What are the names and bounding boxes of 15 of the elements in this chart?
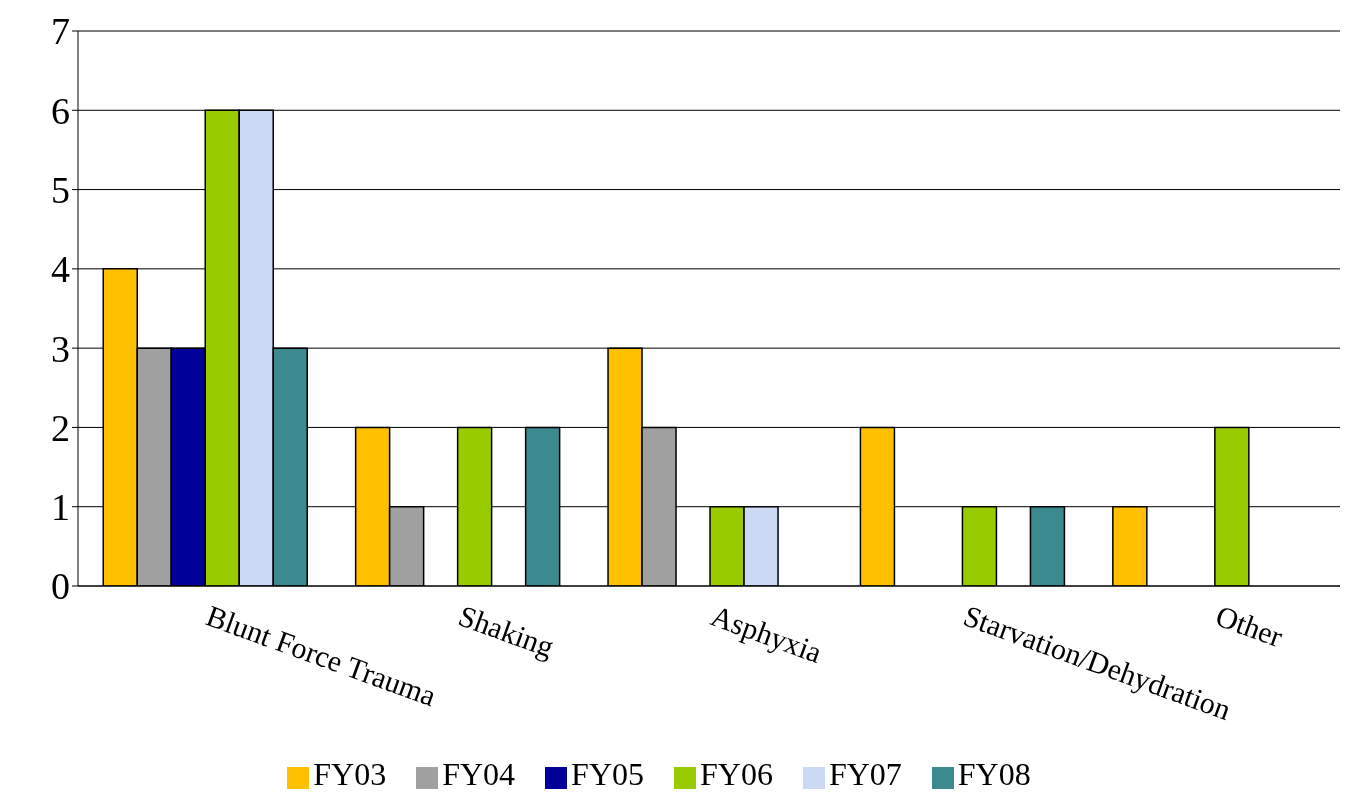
y-tick-label: 3 (51, 327, 70, 370)
legend-label: FY07 (828, 756, 902, 792)
legend-label: FY06 (700, 756, 773, 792)
y-tick-label: 5 (51, 169, 70, 212)
y-tick-label: 1 (51, 486, 70, 529)
legend-label: FY05 (571, 756, 644, 792)
legend-label: FY08 (957, 756, 1031, 792)
x-tick-label: Blunt Force Trauma (202, 598, 441, 713)
y-tick-label: 0 (51, 565, 70, 608)
y-tick-label: 6 (51, 89, 70, 132)
y-tick-label: 2 (51, 406, 70, 449)
y-tick-label: 7 (51, 10, 70, 53)
legend-label: FY03 (313, 756, 387, 792)
legend-label: FY04 (442, 756, 516, 792)
y-tick-label: 4 (51, 248, 70, 291)
